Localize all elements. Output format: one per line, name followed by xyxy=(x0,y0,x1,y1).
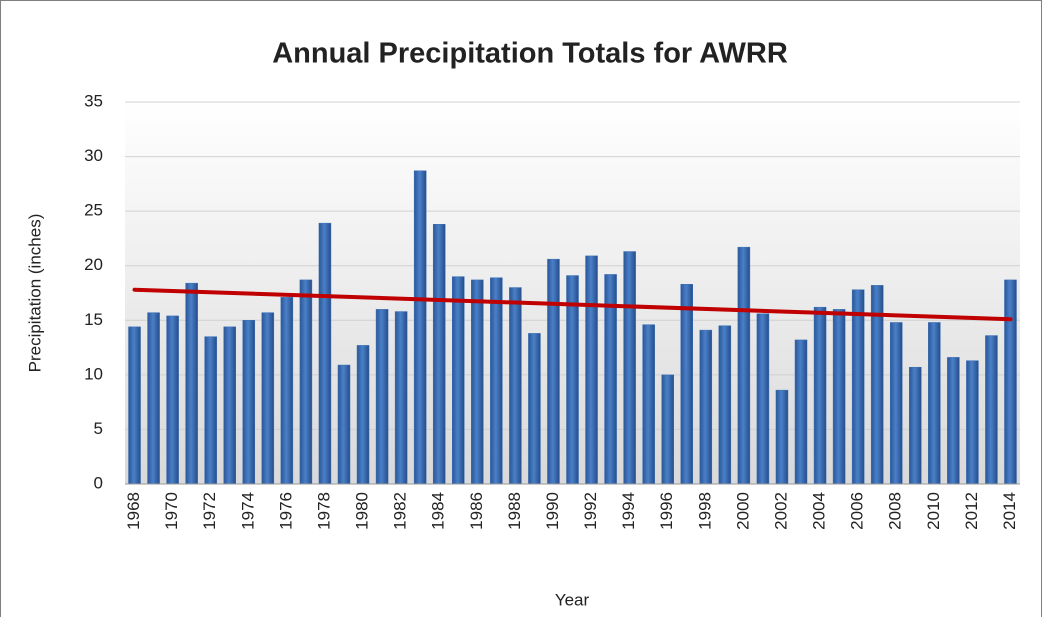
x-axis-label: Year xyxy=(555,590,590,609)
bar xyxy=(699,329,713,485)
x-tick-label: 2008 xyxy=(886,492,905,530)
bar xyxy=(185,282,198,485)
bar xyxy=(547,258,560,485)
y-tick-label: 0 xyxy=(94,473,103,492)
bar xyxy=(794,339,808,485)
bar xyxy=(585,255,598,485)
bar xyxy=(147,312,160,485)
x-tick-label: 1988 xyxy=(505,492,524,530)
x-tick-label: 1998 xyxy=(695,492,714,530)
bar xyxy=(223,326,236,485)
y-tick-label: 15 xyxy=(84,310,103,329)
y-tick-label: 10 xyxy=(84,364,103,383)
y-tick-label: 20 xyxy=(84,255,103,274)
x-tick-label: 1990 xyxy=(543,492,562,530)
bar xyxy=(909,366,922,485)
x-tick-label: 1986 xyxy=(467,492,486,530)
bar xyxy=(966,360,979,485)
bar xyxy=(623,251,636,485)
bar xyxy=(490,277,503,485)
x-tick-label: 1974 xyxy=(238,492,257,530)
bar xyxy=(261,312,275,485)
bar xyxy=(985,335,998,485)
x-tick-label: 2006 xyxy=(848,492,867,530)
x-tick-label: 1994 xyxy=(619,492,638,530)
chart-title: Annual Precipitation Totals for AWRR xyxy=(272,38,788,70)
x-tick-label: 1968 xyxy=(124,492,143,530)
bar xyxy=(451,276,465,485)
x-tick-label: 1976 xyxy=(276,492,295,530)
bar xyxy=(509,287,522,485)
bar xyxy=(718,325,732,485)
bar xyxy=(166,315,179,485)
bar xyxy=(813,306,827,485)
x-tick-label: 1992 xyxy=(581,492,600,530)
x-tick-label: 1982 xyxy=(391,492,410,530)
bar xyxy=(851,289,865,485)
bar xyxy=(756,313,770,485)
x-tick-label: 1978 xyxy=(314,492,333,530)
bar xyxy=(337,364,351,485)
bar xyxy=(889,322,903,485)
bar xyxy=(775,389,789,485)
y-axis-label: Precipitation (inches) xyxy=(25,214,44,373)
bar xyxy=(299,279,313,485)
bar xyxy=(680,284,694,485)
x-tick-label: 1984 xyxy=(429,492,448,530)
bar xyxy=(432,223,446,485)
bar xyxy=(375,309,389,485)
bar xyxy=(528,333,541,485)
bar xyxy=(242,320,256,485)
x-tick-label: 1996 xyxy=(657,492,676,530)
x-tick-label: 2002 xyxy=(771,492,790,530)
x-tick-label: 2004 xyxy=(810,492,829,530)
bar xyxy=(128,326,141,485)
x-tick-label: 2014 xyxy=(1000,492,1019,530)
bar xyxy=(356,345,370,485)
bar xyxy=(413,170,427,485)
bar xyxy=(204,336,217,485)
bar xyxy=(1004,279,1017,485)
bar xyxy=(928,322,941,485)
y-tick-label: 35 xyxy=(84,91,103,110)
bar xyxy=(318,222,332,485)
x-tick-label: 1970 xyxy=(162,492,181,530)
trend-line xyxy=(132,287,1013,322)
x-tick-label: 2000 xyxy=(733,492,752,530)
bar xyxy=(642,324,655,485)
x-tick-label: 2012 xyxy=(962,492,981,530)
x-tick-label: 2010 xyxy=(924,492,943,530)
bar xyxy=(832,309,846,485)
y-tick-label: 30 xyxy=(84,146,103,165)
bar xyxy=(947,357,960,485)
x-tick-label: 1980 xyxy=(353,492,372,530)
bar xyxy=(471,279,484,485)
bar xyxy=(394,311,408,485)
x-tick-label: 1972 xyxy=(200,492,219,530)
bar xyxy=(566,275,579,485)
y-tick-label: 25 xyxy=(84,201,103,220)
bar xyxy=(737,246,751,485)
bar xyxy=(280,297,294,485)
y-tick-label: 5 xyxy=(94,419,103,438)
bar xyxy=(661,374,674,485)
